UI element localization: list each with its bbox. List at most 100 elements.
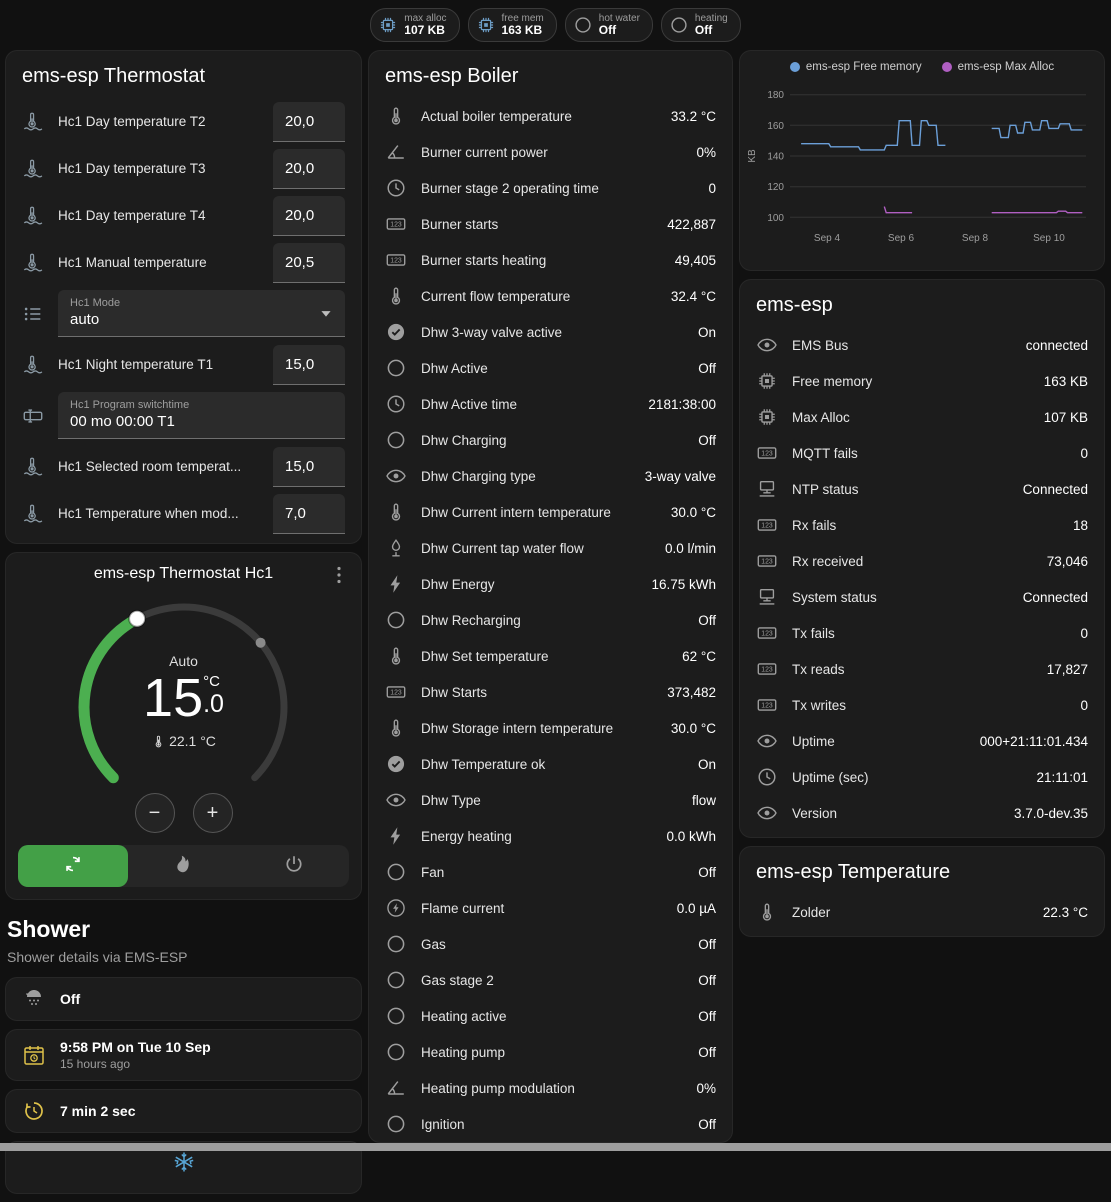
entity-row[interactable]: Flame current 0.0 µA	[369, 890, 732, 926]
entity-row[interactable]: Hc1 Day temperature T2 20,0	[6, 98, 361, 145]
status-badge[interactable]: free mem 163 KB	[468, 8, 557, 42]
entity-row[interactable]: Dhw Energy 16.75 kWh	[369, 566, 732, 602]
thermometer-icon	[385, 105, 407, 127]
entity-row[interactable]: Zolder 22.3 °C	[740, 894, 1104, 930]
entity-name: Dhw Type	[421, 793, 678, 808]
entity-row[interactable]: NTP status Connected	[740, 471, 1104, 507]
entity-row[interactable]: Dhw Storage intern temperature 30.0 °C	[369, 710, 732, 746]
hvac-off-button[interactable]	[239, 845, 349, 887]
hvac-heat-button[interactable]	[128, 845, 238, 887]
thermometer-icon	[756, 901, 778, 923]
entity-value: 0	[708, 181, 716, 196]
entity-row[interactable]: Current flow temperature 32.4 °C	[369, 278, 732, 314]
entity-row[interactable]: Hc1 Manual temperature 20,5	[6, 239, 361, 286]
entity-row[interactable]: Hc1 Day temperature T4 20,0	[6, 192, 361, 239]
shower-entity-card[interactable]: Off	[5, 977, 362, 1021]
entity-row[interactable]: Dhw Temperature ok On	[369, 746, 732, 782]
thermostat-dial[interactable]: Auto 15 °C .0 22.1 °C − +	[64, 587, 304, 837]
entity-row[interactable]: Uptime (sec) 21:11:01	[740, 759, 1104, 795]
entity-row[interactable]: 123 Tx reads 17,827	[740, 651, 1104, 687]
entity-row[interactable]: Burner stage 2 operating time 0	[369, 170, 732, 206]
entity-row[interactable]: 123 Burner starts 422,887	[369, 206, 732, 242]
entity-row[interactable]: 123 Dhw Starts 373,482	[369, 674, 732, 710]
dots-vertical-icon[interactable]	[327, 563, 351, 587]
number-input[interactable]: 20,5	[273, 243, 345, 283]
shower-entity-card[interactable]: 7 min 2 sec	[5, 1089, 362, 1133]
number-input[interactable]: 20,0	[273, 196, 345, 236]
entity-row[interactable]: Dhw Current intern temperature 30.0 °C	[369, 494, 732, 530]
entity-row[interactable]: Version 3.7.0-dev.35	[740, 795, 1104, 831]
number-input[interactable]: 20,0	[273, 149, 345, 189]
status-badge[interactable]: heating Off	[661, 8, 741, 42]
entity-row[interactable]: Dhw Active time 2181:38:00	[369, 386, 732, 422]
entity-name: Tx writes	[792, 698, 1066, 713]
temperature-decrease-button[interactable]: −	[135, 793, 175, 833]
entity-row[interactable]: 123 Rx received 73,046	[740, 543, 1104, 579]
entity-row[interactable]: Ignition Off	[369, 1106, 732, 1142]
entity-row[interactable]: Dhw Charging type 3-way valve	[369, 458, 732, 494]
entity-row[interactable]: Gas Off	[369, 926, 732, 962]
status-badge[interactable]: max alloc 107 KB	[370, 8, 459, 42]
entity-value: 0.0 l/min	[665, 541, 716, 556]
entity-row[interactable]: Max Alloc 107 KB	[740, 399, 1104, 435]
entity-row[interactable]: Hc1 Temperature when mod... 7,0	[6, 490, 361, 537]
entity-row[interactable]: Dhw Charging Off	[369, 422, 732, 458]
entity-row[interactable]: Dhw Active Off	[369, 350, 732, 386]
entity-row[interactable]: 123 MQTT fails 0	[740, 435, 1104, 471]
shower-head-icon	[22, 987, 46, 1011]
number-input[interactable]: 15,0	[273, 447, 345, 487]
page-scrollbar[interactable]	[0, 1143, 1111, 1151]
entity-row[interactable]: Heating pump modulation 0%	[369, 1070, 732, 1106]
legend-item[interactable]: ems-esp Max Alloc	[942, 61, 1055, 73]
entity-row[interactable]: Dhw Current tap water flow 0.0 l/min	[369, 530, 732, 566]
legend-item[interactable]: ems-esp Free memory	[790, 61, 922, 73]
entity-value: Off	[698, 1117, 716, 1132]
number-input[interactable]: 7,0	[273, 494, 345, 534]
entity-name: Burner stage 2 operating time	[421, 181, 694, 196]
entity-name: NTP status	[792, 482, 1009, 497]
entity-row[interactable]: Hc1 Selected room temperat... 15,0	[6, 443, 361, 490]
fire-icon	[172, 853, 194, 880]
entity-row[interactable]: Actual boiler temperature 33.2 °C	[369, 98, 732, 134]
entity-row[interactable]: Fan Off	[369, 854, 732, 890]
entity-name: Zolder	[792, 905, 1029, 920]
svg-text:180: 180	[767, 90, 784, 101]
entity-row[interactable]: EMS Bus connected	[740, 327, 1104, 363]
entity-row[interactable]: 123 Tx writes 0	[740, 687, 1104, 723]
entity-row[interactable]: Free memory 163 KB	[740, 363, 1104, 399]
entity-name: Flame current	[421, 901, 663, 916]
entity-row[interactable]: 123 Burner starts heating 49,405	[369, 242, 732, 278]
entity-row[interactable]: System status Connected	[740, 579, 1104, 615]
card-title: ems-esp	[740, 280, 1104, 327]
entity-row[interactable]: Hc1 Day temperature T3 20,0	[6, 145, 361, 192]
shower-entity-card[interactable]: 9:58 PM on Tue 10 Sep 15 hours ago	[5, 1029, 362, 1081]
entity-row[interactable]: Energy heating 0.0 kWh	[369, 818, 732, 854]
number-input[interactable]: 15,0	[273, 345, 345, 385]
entity-row[interactable]: Hc1 Night temperature T1 15,0	[6, 341, 361, 388]
entity-row[interactable]: Dhw Recharging Off	[369, 602, 732, 638]
entity-row[interactable]: Dhw Set temperature 62 °C	[369, 638, 732, 674]
status-badge[interactable]: hot water Off	[565, 8, 653, 42]
entity-row[interactable]: Heating active Off	[369, 998, 732, 1034]
entity-row[interactable]: 123 Tx fails 0	[740, 615, 1104, 651]
target-handle[interactable]	[129, 611, 145, 627]
hvac-auto-button[interactable]	[18, 845, 128, 887]
entity-row[interactable]: Uptime 000+21:11:01.434	[740, 723, 1104, 759]
entity-row[interactable]: 123 Rx fails 18	[740, 507, 1104, 543]
hc1-mode-select[interactable]: Hc1 Mode auto	[58, 290, 345, 337]
number-input[interactable]: 20,0	[273, 102, 345, 142]
entity-value: 32.4 °C	[671, 289, 716, 304]
check-circle-icon	[385, 321, 407, 343]
program-switchtime-input[interactable]: Hc1 Program switchtime 00 mo 00:00 T1	[58, 392, 345, 439]
entity-value: 22.3 °C	[1043, 905, 1088, 920]
entity-row[interactable]: Dhw Type flow	[369, 782, 732, 818]
entity-name: Rx received	[792, 554, 1033, 569]
entity-row[interactable]: Dhw 3-way valve active On	[369, 314, 732, 350]
entity-value: On	[698, 325, 716, 340]
entity-name: Dhw Charging	[421, 433, 684, 448]
entity-row[interactable]: Heating pump Off	[369, 1034, 732, 1070]
entity-row[interactable]: Gas stage 2 Off	[369, 962, 732, 998]
entity-row[interactable]: Burner current power 0%	[369, 134, 732, 170]
temperature-increase-button[interactable]: +	[193, 793, 233, 833]
